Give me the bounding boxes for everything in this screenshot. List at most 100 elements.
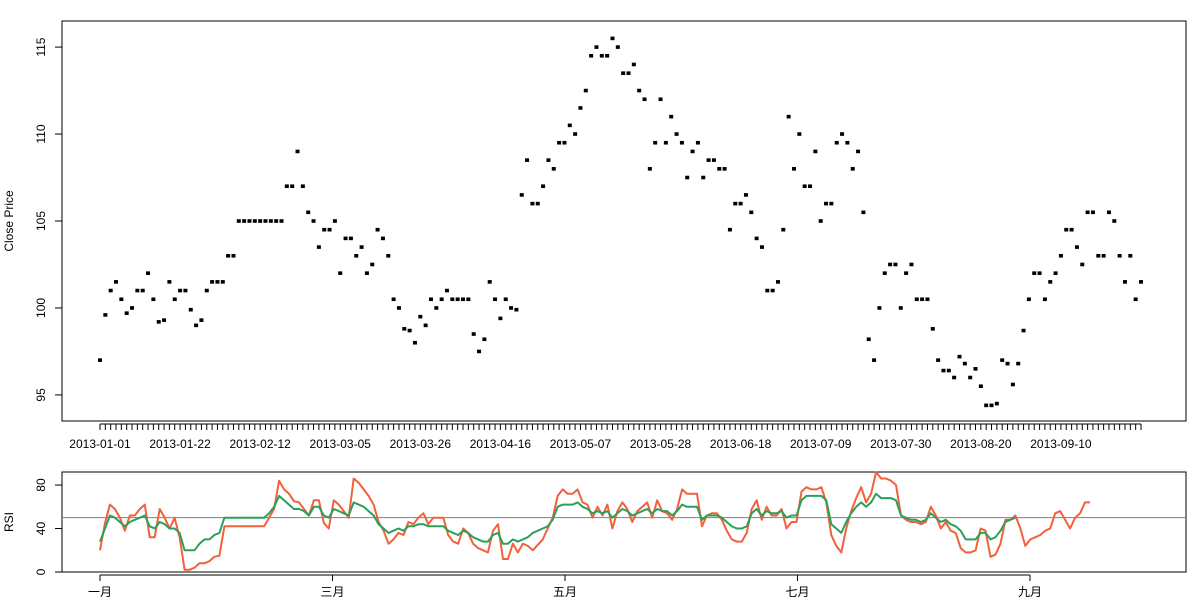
close-price-point [220,280,225,284]
close-price-point [984,403,989,408]
close-price-point [1080,262,1085,267]
top-x-tick-label: 2013-06-18 [710,437,772,451]
bottom-x-tick-label: 五月 [553,585,577,599]
top-x-tick-label: 2013-07-09 [790,437,852,451]
close-price-point [135,288,140,293]
close-price-point [306,210,311,215]
close-price-point [327,227,332,232]
close-price-point [1026,297,1031,302]
close-price-point [172,297,177,302]
close-price-point [332,219,337,223]
close-price-point [861,210,866,215]
close-price-point [455,297,460,302]
close-price-point [882,271,887,275]
top-y-tick-label: 110 [34,124,48,143]
close-price-point [941,368,946,373]
close-price-point [605,53,610,58]
rsi-line-green [99,492,1016,552]
close-price-point [877,306,882,310]
close-price-point [471,332,476,336]
close-price-point [423,323,428,328]
close-price-point [167,280,172,284]
top-x-tick-label: 2013-04-16 [470,437,532,451]
close-price-point [1101,253,1106,258]
close-price-point [845,140,850,145]
close-price-point [98,358,102,362]
close-price-point [738,201,743,206]
close-price-point [146,271,151,275]
close-price-point [338,271,343,275]
close-price-point [679,140,684,145]
close-price-point [236,219,241,223]
close-price-point [599,53,604,58]
close-price-point [962,361,967,366]
close-price-point [290,184,295,189]
top-x-tick-label: 2013-05-28 [630,437,692,451]
close-price-point [1096,253,1101,258]
close-price-point [786,114,791,119]
close-price-point [802,184,807,189]
close-price-point [834,140,839,145]
close-price-point [557,140,562,145]
close-price-point [503,297,508,302]
close-price-point [898,306,903,310]
close-price-point [1085,210,1090,215]
close-price-point [978,384,983,389]
close-price-point [872,358,877,362]
close-price-point [765,288,770,293]
close-price-point [130,306,135,310]
close-price-point [386,253,391,258]
close-price-point [178,288,183,293]
close-price-point [706,158,711,162]
close-price-point [493,297,498,302]
top-x-tick-label: 2013-03-26 [390,437,452,451]
close-price-point [1058,253,1063,258]
close-price-point [439,297,444,302]
close-price-point [370,262,375,267]
close-price-point [936,358,941,362]
close-price-point [407,328,412,333]
close-price-point [610,36,615,41]
top-x-tick-label: 2013-02-12 [229,437,291,451]
close-price-point [242,219,247,223]
close-price-point [631,62,636,67]
close-price-point [402,327,407,331]
close-price-point [952,375,957,380]
close-price-point [119,297,124,302]
bottom-x-axis: 一月 三月 五月 七月 九月 [88,574,1042,599]
close-price-point [658,97,663,102]
close-price-point [151,297,156,302]
close-price-point [594,45,599,49]
close-price-point [226,253,231,258]
close-price-point [733,201,738,206]
close-price-point [247,219,252,223]
close-price-point [989,403,994,408]
close-price-point [829,201,834,206]
close-price-point [156,320,161,324]
close-price-point [775,280,780,284]
close-price-point [695,140,700,145]
bottom-plot-frame [61,471,1187,573]
close-price-point [866,337,871,342]
close-price-point [1112,219,1117,223]
close-price-point [210,280,215,284]
close-price-point [188,307,193,312]
close-price-points [98,36,1143,408]
close-price-point [530,201,535,206]
close-price-point [412,340,417,345]
top-y-tick-label: 105 [34,211,48,231]
close-price-point [519,193,524,197]
close-price-point [968,375,973,380]
close-price-point [669,114,674,119]
bottom-y-axis: 0 40 80 [34,478,1186,575]
close-price-point [466,297,471,302]
close-price-point [316,245,321,249]
close-price-point [781,227,786,232]
close-price-point [824,201,829,206]
close-price-point [1048,280,1053,284]
close-price-point [1021,328,1026,333]
close-price-point [850,167,855,171]
close-price-point [856,149,861,154]
close-price-point [888,262,893,267]
close-price-point [674,132,679,136]
